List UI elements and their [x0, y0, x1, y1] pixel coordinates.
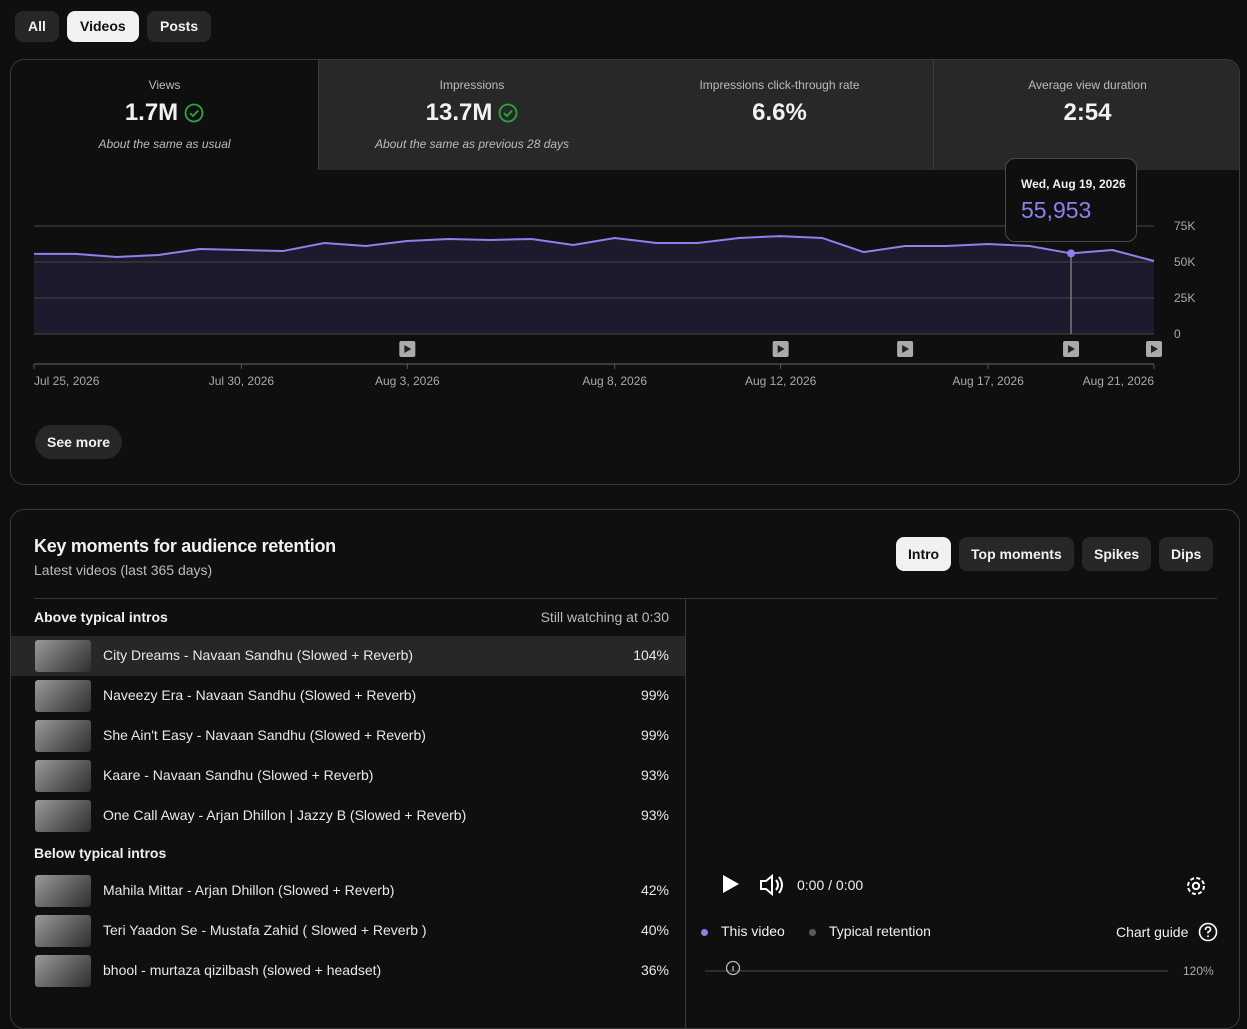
video-row[interactable]: Mahila Mittar - Arjan Dhillon (Slowed + …	[11, 871, 685, 911]
video-title: bhool - murtaza qizilbash (slowed + head…	[103, 962, 382, 978]
metric-value: 2:54	[1063, 99, 1112, 126]
tooltip-value: 55,953	[1021, 197, 1092, 223]
video-title: She Ain't Easy - Navaan Sandhu (Slowed +…	[103, 727, 426, 743]
video-row[interactable]: Naveezy Era - Navaan Sandhu (Slowed + Re…	[11, 676, 685, 716]
video-value: 99%	[640, 687, 669, 703]
metric-value-row: 2:54	[934, 98, 1240, 128]
tab[interactable]: Videos	[67, 11, 139, 42]
legend-dot	[701, 929, 708, 936]
video-value: 42%	[640, 882, 669, 898]
tooltip: Wed, Aug 19, 2026 55,953	[1005, 158, 1137, 242]
group-heading: Below typical intros	[34, 845, 167, 861]
check-icon	[498, 103, 518, 123]
metric-label: Impressions	[439, 78, 505, 92]
thumbnail	[35, 955, 91, 987]
video-title: Kaare - Navaan Sandhu (Slowed + Reverb)	[103, 767, 374, 783]
section-subtitle: Latest videos (last 365 days)	[34, 562, 213, 578]
player-time: 0:00 / 0:00	[797, 877, 864, 893]
group-heading: Above typical intros	[34, 609, 168, 625]
metric-value-row: 13.7M	[319, 98, 626, 128]
section-title: Key moments for audience retention	[34, 536, 336, 556]
thumbnail	[35, 760, 91, 792]
video-row[interactable]: One Call Away - Arjan Dhillon | Jazzy B …	[11, 796, 685, 836]
video-row[interactable]: Kaare - Navaan Sandhu (Slowed + Reverb) 9…	[11, 756, 685, 796]
legend-label: This video	[721, 923, 785, 939]
video-value: 104%	[633, 647, 669, 663]
video-title: Teri Yaadon Se - Mustafa Zahid ( Slowed …	[103, 922, 427, 938]
metric-tile[interactable]: Views 1.7M About the same as usual	[11, 60, 319, 170]
metric-tile[interactable]: Average view duration 2:54	[933, 60, 1240, 170]
metric-value-row: 1.7M	[11, 98, 318, 128]
settings-icon	[1187, 877, 1205, 895]
metric-value: 1.7M	[124, 99, 179, 126]
help-glyph	[1198, 922, 1218, 942]
video-title: Mahila Mittar - Arjan Dhillon (Slowed + …	[103, 882, 395, 898]
settings-button[interactable]	[1184, 874, 1208, 903]
page: All Videos Posts Views 1.7M About the same a…	[10, 11, 1240, 1029]
video-title: One Call Away - Arjan Dhillon | Jazzy B …	[103, 807, 467, 823]
thumbnail	[35, 915, 91, 947]
metric-note: About the same as usual	[98, 137, 231, 151]
tooltip-title: Wed, Aug 19, 2026	[1021, 177, 1126, 191]
legend-label: Typical retention	[829, 923, 931, 939]
metric-label: Average view duration	[1028, 78, 1147, 92]
legend-dot	[809, 929, 816, 936]
filter-button[interactable]: Intro	[896, 537, 952, 571]
video-title: Naveezy Era - Navaan Sandhu (Slowed + Re…	[103, 687, 417, 703]
column-heading: Still watching at 0:30	[540, 609, 669, 625]
video-row[interactable]: City Dreams - Navaan Sandhu (Slowed + Re…	[11, 636, 685, 676]
play-icon	[723, 875, 739, 893]
volume-icon	[760, 873, 783, 897]
metric-tile[interactable]: Impressions 13.7M About the same as previo…	[318, 60, 627, 170]
thumbnail	[35, 720, 91, 752]
video-value: 36%	[640, 962, 669, 978]
thumbnail	[35, 800, 91, 832]
volume-button[interactable]	[759, 873, 785, 902]
metric-value: 13.7M	[425, 99, 493, 126]
video-list: Above typical intros Still watching at 0:…	[11, 599, 685, 1019]
metric-value-row: 6.6%	[626, 98, 933, 128]
thumbnail	[35, 875, 91, 907]
metric-tile[interactable]: Impressions click-through rate 6.6%	[626, 60, 934, 170]
video-value: 99%	[640, 727, 669, 743]
video-value: 93%	[640, 767, 669, 783]
overview-card: Views 1.7M About the same as usual Impressi…	[10, 59, 1240, 485]
metric-note: About the same as previous 28 days	[374, 137, 570, 151]
video-value: 93%	[640, 807, 669, 823]
check-icon	[184, 103, 204, 123]
video-row[interactable]: She Ain't Easy - Navaan Sandhu (Slowed +…	[11, 716, 685, 756]
metric-label: Impressions click-through rate	[699, 78, 860, 92]
metric-value: 6.6%	[752, 99, 807, 126]
tab[interactable]: Posts	[147, 11, 212, 42]
play-button[interactable]	[721, 873, 741, 900]
divider	[34, 598, 1217, 599]
video-row[interactable]: Teri Yaadon Se - Mustafa Zahid ( Slowed …	[11, 911, 685, 951]
video-title: City Dreams - Navaan Sandhu (Slowed + Re…	[103, 647, 414, 663]
tab[interactable]: All	[15, 11, 59, 42]
filter-button[interactable]: Top moments	[959, 537, 1074, 571]
metric-label: Views	[148, 78, 181, 92]
filter-button[interactable]: Dips	[1159, 537, 1214, 571]
thumbnail	[35, 680, 91, 712]
chart-guide[interactable]: Chart guide	[1116, 924, 1189, 940]
help-icon[interactable]	[1198, 922, 1218, 947]
thumbnail	[35, 640, 91, 672]
retention-card: Key moments for audience retention Lates…	[10, 509, 1240, 1029]
filter-button[interactable]: Spikes	[1082, 537, 1152, 571]
divider	[685, 599, 686, 1028]
video-row[interactable]: bhool - murtaza qizilbash (slowed + head…	[11, 951, 685, 991]
video-value: 40%	[640, 922, 669, 938]
see-more-button[interactable]: See more	[35, 425, 123, 459]
